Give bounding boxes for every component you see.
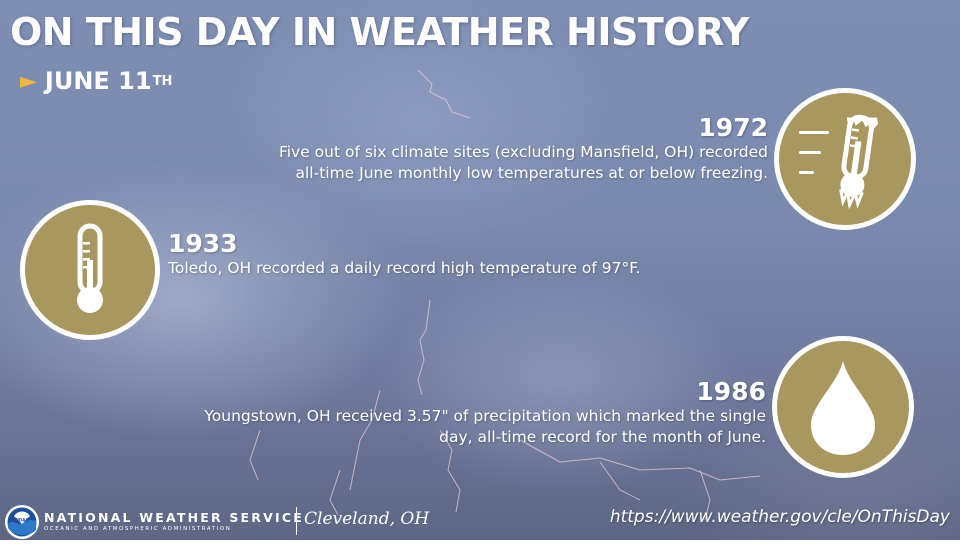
noaa-logo: NOAA: [4, 504, 40, 544]
date-text: JUNE 11: [44, 67, 152, 95]
agency-subtitle: OCEANIC AND ATMOSPHERIC ADMINISTRATION: [44, 526, 232, 532]
event-1972: 1972 Five out of six climate sites (excl…: [279, 114, 768, 184]
event-1933-icon-circle: [20, 200, 160, 340]
office-name: Cleveland, OH: [304, 509, 430, 529]
play-arrow-icon: ►: [20, 68, 37, 94]
thermometer-icon: [77, 223, 103, 313]
event-description-line: Five out of six climate sites (excluding…: [278, 143, 768, 161]
footer-divider: [296, 507, 297, 535]
event-year: 1972: [698, 113, 768, 142]
date-heading: ► JUNE 11 TH: [20, 64, 172, 98]
event-1933: 1933 Toledo, OH recorded a daily record …: [168, 230, 641, 279]
event-year: 1933: [168, 229, 238, 258]
event-1986-icon-circle: [772, 336, 914, 478]
event-description-line: Toledo, OH recorded a daily record high …: [168, 259, 641, 277]
event-1986: 1986 Youngstown, OH received 3.57" of pr…: [204, 378, 766, 448]
page-title: ON THIS DAY IN WEATHER HISTORY: [10, 10, 749, 54]
event-description-line: Youngstown, OH received 3.57" of precipi…: [204, 407, 766, 425]
agency-name: NATIONAL WEATHER SERVICE: [44, 510, 304, 525]
raindrop-icon: [811, 361, 875, 455]
website-url: https://www.weather.gov/cle/OnThisDay: [609, 507, 950, 527]
event-description-line: day, all-time record for the month of Ju…: [439, 428, 766, 446]
cold-thermometer-icon: [799, 114, 879, 210]
event-description-line: all-time June monthly low temperatures a…: [295, 164, 768, 182]
noaa-logo-text: NOAA: [16, 518, 30, 523]
event-1972-icon-circle: [774, 88, 916, 230]
date-suffix: TH: [152, 73, 173, 89]
event-year: 1986: [696, 377, 766, 406]
